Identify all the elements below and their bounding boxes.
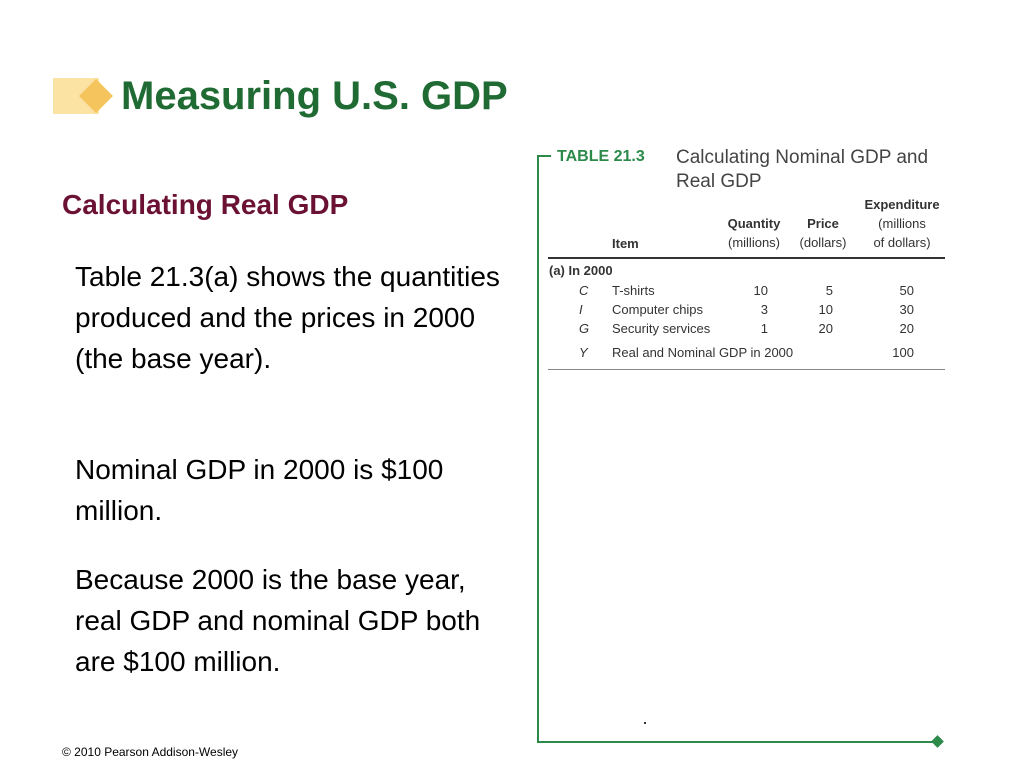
header-expenditure: Expenditure (millions of dollars) <box>858 195 946 252</box>
row-quantity: 1 <box>760 321 768 336</box>
header-price: Price (dollars) <box>794 214 852 252</box>
header-price-unit: (dollars) <box>799 235 847 250</box>
row-symbol: C <box>579 283 589 298</box>
header-price-label: Price <box>807 216 839 231</box>
row-symbol: I <box>579 302 583 317</box>
row-item: T-shirts <box>612 283 655 298</box>
row-expenditure: 20 <box>899 321 914 336</box>
copyright-footer: © 2010 Pearson Addison-Wesley <box>62 745 239 759</box>
row-price: 5 <box>825 283 833 298</box>
header-item: Item <box>612 236 639 251</box>
header-quantity-label: Quantity <box>727 216 781 231</box>
table-row: C T-shirts 10 5 50 <box>548 283 948 302</box>
header-quantity: Quantity (millions) <box>718 214 790 252</box>
row-symbol: G <box>579 321 590 336</box>
table-total-row: Y Real and Nominal GDP in 2000 100 <box>548 345 948 364</box>
header-expenditure-unit-1: (millions <box>878 216 926 231</box>
slide-subtitle: Calculating Real GDP <box>62 189 349 220</box>
table-label: TABLE 21.3 <box>557 148 645 165</box>
paragraph-base-year: Table 21.3(a) shows the quantities produ… <box>75 261 500 374</box>
figure-frame-diamond <box>931 735 944 748</box>
row-quantity: 3 <box>760 302 768 317</box>
row-item: Security services <box>612 321 711 336</box>
row-quantity: 10 <box>753 283 768 298</box>
figure-frame-bottom <box>537 741 937 743</box>
figure-dot <box>644 722 646 724</box>
row-price: 20 <box>818 321 833 336</box>
table-row: G Security services 1 20 20 <box>548 321 948 340</box>
table-row: I Computer chips 3 10 30 <box>548 302 948 321</box>
figure-frame-left <box>537 155 539 743</box>
row-expenditure: 50 <box>899 283 914 298</box>
header-expenditure-label: Expenditure <box>864 197 940 212</box>
paragraph-nominal-gdp: Nominal GDP in 2000 is $100 million. <box>75 454 444 526</box>
row-expenditure: 100 <box>892 345 914 360</box>
header-quantity-unit: (millions) <box>728 235 780 250</box>
paragraph-real-gdp: Because 2000 is the base year, real GDP … <box>75 564 481 677</box>
table-section-label: (a) In 2000 <box>549 263 613 278</box>
row-price: 10 <box>818 302 833 317</box>
table-caption: Calculating Nominal GDP and Real GDP <box>676 147 929 192</box>
slide-title: Measuring U.S. GDP <box>121 74 508 118</box>
table-header-rule <box>548 257 945 259</box>
row-item: Real and Nominal GDP in 2000 <box>612 345 794 360</box>
row-item: Computer chips <box>612 302 704 317</box>
header-expenditure-unit-2: of dollars) <box>873 235 931 250</box>
row-expenditure: 30 <box>899 302 914 317</box>
table-bottom-rule <box>548 369 945 370</box>
figure-frame-top <box>537 155 551 157</box>
row-symbol: Y <box>579 345 588 360</box>
